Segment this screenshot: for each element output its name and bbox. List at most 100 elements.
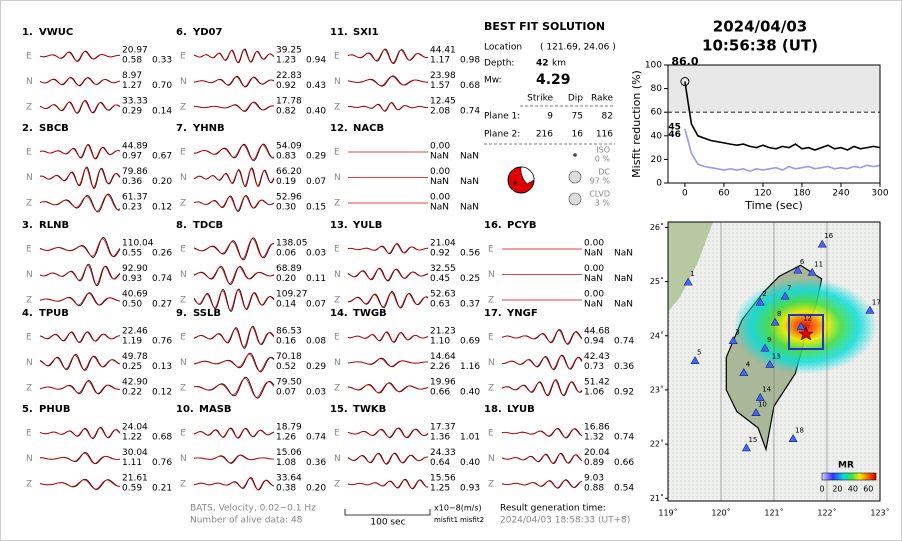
misfit1: 1.22 xyxy=(122,433,142,443)
waveform-synthetic xyxy=(347,331,429,343)
waveform-synthetic xyxy=(193,266,275,284)
component: N xyxy=(180,173,187,183)
misfit1: 0.66 xyxy=(430,388,450,398)
y-tick-label: 20 xyxy=(651,155,663,165)
y-tick-label: 24˚ xyxy=(650,330,664,340)
misfit2: 0.37 xyxy=(460,300,480,310)
station-marker xyxy=(817,239,827,248)
component: N xyxy=(180,454,187,464)
waveform-synthetic xyxy=(348,102,429,112)
mw: 4.29 xyxy=(536,72,571,88)
x-tick-label: 123˚ xyxy=(870,508,889,518)
epicenter xyxy=(798,326,814,341)
amplitude: 24.33 xyxy=(430,448,456,458)
station-number: 11. xyxy=(330,27,348,38)
waveform-synthetic xyxy=(39,100,121,114)
station-name: TDCB xyxy=(193,220,223,231)
misfit1: 0.52 xyxy=(276,362,296,372)
component: N xyxy=(26,173,33,183)
colorbar-tick: 20 xyxy=(832,485,842,494)
component: Z xyxy=(26,296,32,306)
column-header: Rake xyxy=(591,94,613,104)
amplitude: 22.46 xyxy=(122,327,148,337)
amplitude: 79.50 xyxy=(276,378,302,388)
amplitude: 40.69 xyxy=(122,290,148,300)
waveform-synthetic xyxy=(193,238,275,260)
component: E xyxy=(26,333,32,343)
misfit2: 0.14 xyxy=(152,107,172,117)
amplitude: 0.00 xyxy=(584,290,604,300)
mw-label: Mw: xyxy=(484,76,502,86)
component-icon xyxy=(573,153,577,157)
waveform-synthetic xyxy=(193,477,275,491)
misfit2: 0.74 xyxy=(152,274,172,284)
misfit1: 0.64 xyxy=(430,458,450,468)
colorbar xyxy=(821,472,877,481)
misfit1: 0.20 xyxy=(276,274,296,284)
station-label: 17 xyxy=(872,298,881,306)
misfit1: 2.08 xyxy=(430,107,450,117)
misfit1: NaN xyxy=(584,300,603,310)
scale-bar xyxy=(344,509,431,516)
station-number: 18. xyxy=(484,404,502,415)
amplitude: 20.97 xyxy=(122,46,148,56)
misfit1: 0.07 xyxy=(276,388,296,398)
amplitude: 0.00 xyxy=(430,193,450,203)
misfit1: 1.25 xyxy=(430,484,450,494)
plane-label: Plane 2: xyxy=(484,130,520,140)
plane-value: 82 xyxy=(602,112,613,122)
annotation: 46 xyxy=(668,130,681,140)
map-frame xyxy=(667,221,881,502)
waveform-synthetic xyxy=(501,428,583,438)
waveform-synthetic xyxy=(39,479,121,490)
station-name: SXI1 xyxy=(353,27,379,38)
amplitude: 20.04 xyxy=(584,448,610,458)
misfit1: 1.26 xyxy=(276,433,296,443)
waveform-synthetic xyxy=(193,289,275,311)
x-tick-label: 300 xyxy=(871,189,888,199)
misfit1: 0.97 xyxy=(122,152,142,162)
misfit1: 1.27 xyxy=(122,81,142,91)
station-marker xyxy=(770,317,780,326)
waveform-synthetic xyxy=(193,377,275,398)
station-number: 6. xyxy=(176,27,187,38)
misfit2: 0.13 xyxy=(152,362,172,372)
station-number: 2. xyxy=(22,123,33,134)
waveform-synthetic xyxy=(193,76,275,87)
waveform-synthetic xyxy=(347,243,428,254)
depth: 42 xyxy=(536,59,549,69)
amplitude: 33.33 xyxy=(122,97,148,107)
waveform-synthetic xyxy=(501,380,583,396)
amplitude: 44.68 xyxy=(584,327,610,337)
y-tick-label: 22˚ xyxy=(650,439,664,449)
series-line xyxy=(684,128,881,173)
misfit2: 0.93 xyxy=(460,484,480,494)
amplitude: 23.98 xyxy=(430,71,456,81)
y-tick-label: 26˚ xyxy=(650,222,664,232)
mainland xyxy=(668,222,713,312)
component: E xyxy=(334,148,340,158)
annotation: 45 xyxy=(668,122,681,132)
plane-value: 216 xyxy=(536,130,553,140)
depth-unit: km xyxy=(552,59,566,69)
component: E xyxy=(334,52,340,62)
x-tick-label: 240 xyxy=(832,189,849,199)
colorbar-tick: 60 xyxy=(863,485,873,494)
misfit2: 0.76 xyxy=(152,458,172,468)
waveform-synthetic xyxy=(501,329,583,345)
misfit2: 0.33 xyxy=(152,56,172,66)
misfit2: NaN xyxy=(460,203,479,213)
waveform-synthetic xyxy=(39,264,121,286)
misfit1: 1.11 xyxy=(122,458,142,468)
amplitude: 15.06 xyxy=(276,448,302,458)
waveform-synthetic xyxy=(193,428,275,438)
component: E xyxy=(26,148,32,158)
misfit2: 0.40 xyxy=(460,388,480,398)
misfit2: 0.26 xyxy=(152,249,172,259)
x-axis-label: Time (sec) xyxy=(744,199,803,212)
amplitude: 0.00 xyxy=(584,264,604,274)
station-name: SSLB xyxy=(193,308,221,319)
waveform-synthetic xyxy=(39,292,120,306)
station-name: VWUC xyxy=(39,27,73,38)
misfit2: 1.16 xyxy=(460,362,480,372)
